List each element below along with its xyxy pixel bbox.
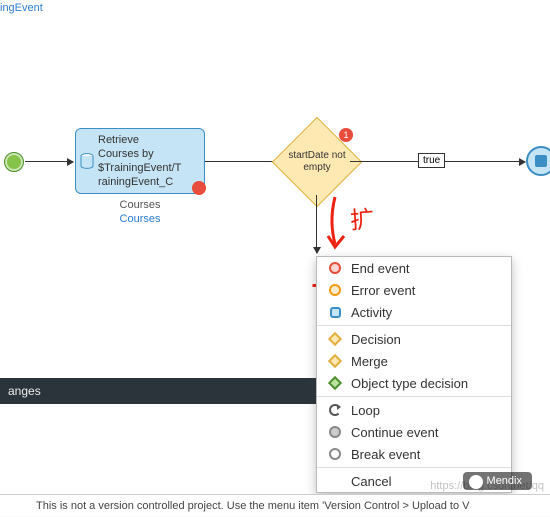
break-event-icon bbox=[327, 446, 343, 462]
menu-label: Decision bbox=[351, 332, 401, 347]
object-type-decision-icon bbox=[327, 375, 343, 391]
activity-caption: Courses Courses bbox=[75, 198, 205, 226]
menu-label: Loop bbox=[351, 403, 380, 418]
menu-label: End event bbox=[351, 261, 410, 276]
start-event[interactable] bbox=[4, 152, 24, 172]
mendix-label: Mendix bbox=[487, 475, 522, 487]
retrieve-activity[interactable]: Retrieve Courses by $TrainingEvent/T rai… bbox=[75, 128, 205, 194]
menu-item-loop[interactable]: Loop bbox=[317, 399, 511, 421]
menu-label: Activity bbox=[351, 305, 392, 320]
caption-line: Courses bbox=[75, 212, 205, 226]
mendix-badge: Mendix bbox=[463, 472, 532, 490]
menu-label: Merge bbox=[351, 354, 388, 369]
loop-icon bbox=[327, 402, 343, 418]
caption-line: Courses bbox=[75, 198, 205, 212]
error-badge: 1 bbox=[339, 128, 353, 142]
parameter-label: ingEvent bbox=[0, 2, 43, 14]
flow-arrow bbox=[25, 161, 73, 162]
menu-item-break-event[interactable]: Break event bbox=[317, 443, 511, 465]
flow-condition-label: true bbox=[418, 153, 445, 168]
flow-arrow bbox=[316, 195, 317, 253]
menu-item-decision[interactable]: Decision bbox=[317, 328, 511, 350]
menu-label: Error event bbox=[351, 283, 415, 298]
menu-item-error-event[interactable]: Error event bbox=[317, 279, 511, 301]
menu-item-end-event[interactable]: End event bbox=[317, 257, 511, 279]
menu-label: Object type decision bbox=[351, 376, 468, 391]
ink-annotation: 扩 bbox=[349, 199, 375, 236]
menu-item-object-type-decision[interactable]: Object type decision bbox=[317, 372, 511, 394]
menu-label: Continue event bbox=[351, 425, 438, 440]
menu-separator bbox=[317, 396, 511, 397]
menu-separator bbox=[317, 325, 511, 326]
activity-icon bbox=[327, 304, 343, 320]
activity-line: rainingEvent_C bbox=[98, 176, 173, 188]
activity-line: $TrainingEvent/T bbox=[98, 162, 181, 174]
menu-separator bbox=[317, 467, 511, 468]
menu-item-activity[interactable]: Activity bbox=[317, 301, 511, 323]
menu-label: Break event bbox=[351, 447, 420, 462]
context-menu: End event Error event Activity Decision … bbox=[316, 256, 512, 493]
error-indicator-icon bbox=[192, 181, 206, 195]
activity-line: Courses by bbox=[98, 148, 154, 160]
decision-icon bbox=[327, 331, 343, 347]
menu-item-merge[interactable]: Merge bbox=[317, 350, 511, 372]
merge-icon bbox=[327, 353, 343, 369]
decision-node[interactable]: startDate not empty 1 bbox=[285, 130, 349, 194]
changes-panel-header[interactable]: anges bbox=[0, 378, 316, 404]
menu-item-continue-event[interactable]: Continue event bbox=[317, 421, 511, 443]
ink-arrow bbox=[320, 192, 360, 252]
status-bar: This is not a version controlled project… bbox=[0, 494, 550, 516]
database-icon bbox=[80, 153, 94, 169]
status-text: This is not a version controlled project… bbox=[36, 500, 469, 512]
decision-text: startDate not empty bbox=[285, 130, 349, 194]
continue-event-icon bbox=[327, 424, 343, 440]
activity-line: Retrieve bbox=[98, 134, 139, 146]
end-event[interactable] bbox=[526, 146, 550, 176]
error-event-icon bbox=[327, 282, 343, 298]
microflow-canvas[interactable]: ingEvent Retrieve Courses by $TrainingEv… bbox=[0, 0, 550, 516]
end-event-icon bbox=[327, 260, 343, 276]
changes-label: anges bbox=[8, 384, 41, 398]
